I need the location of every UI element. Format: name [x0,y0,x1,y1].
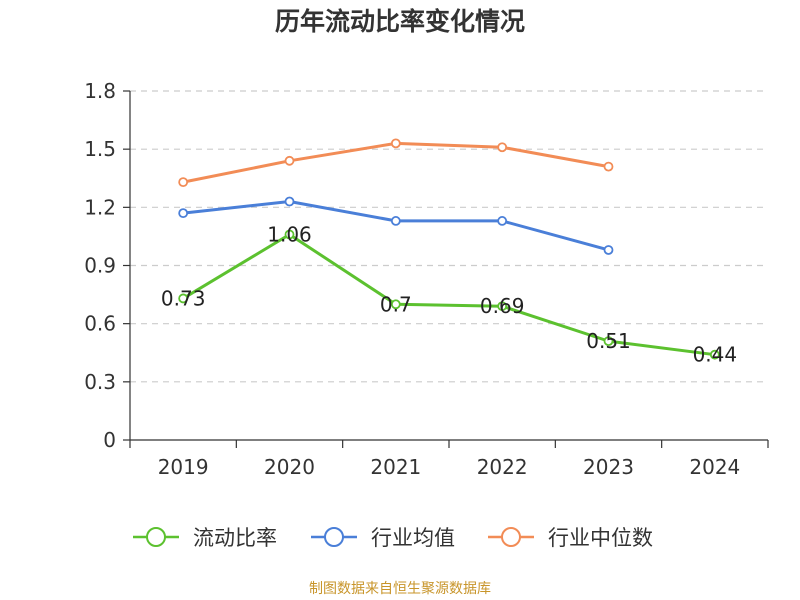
data-point [603,245,614,255]
y-tick-label: 0 [103,428,116,452]
y-tick-label: 0.6 [84,312,116,336]
legend-item[interactable]: 行业均值 [311,526,455,550]
data-point [178,293,189,304]
data-point [390,299,401,310]
data-point [178,208,189,219]
data-point [709,349,720,360]
series-lines [178,138,720,360]
legend-marker [324,527,344,547]
data-label: 0.7 [380,292,412,316]
y-tick-label: 1.8 [84,79,116,103]
legend-label: 行业均值 [371,526,455,550]
data-label: 0.44 [693,343,738,367]
data-label: 0.51 [586,329,631,353]
data-point [284,155,295,166]
x-tick-label: 2020 [264,455,315,479]
x-tick-label: 2022 [477,455,528,479]
chart-title: 历年流动比率变化情况 [274,7,525,36]
y-tick-label: 1.5 [84,137,116,161]
data-point [603,161,614,172]
data-label: 0.69 [480,294,525,318]
data-point [497,301,508,312]
data-label: 0.73 [161,286,206,310]
y-tick-label: 0.9 [84,254,116,278]
axes: 0 0.3 0.6 0.9 1.2 1.5 1.8 2019 2020 2021 2022 2023 2… [84,79,769,479]
legend-marker [501,527,521,547]
legend-item[interactable]: 流动比率 [133,526,277,550]
x-tick-label: 2023 [583,455,634,479]
source-note: 制图数据来自恒生聚源数据库 [309,581,491,597]
x-tick-label: 2024 [689,455,740,479]
data-label: 1.06 [267,222,312,246]
data-point [497,142,508,153]
data-point [603,336,614,347]
legend-item[interactable]: 行业中位数 [488,526,653,550]
data-point [284,196,295,207]
data-point [390,216,401,226]
data-labels: 0.73 1.06 0.7 0.69 0.51 0.44 [161,222,737,366]
legend-marker [146,527,166,547]
legend[interactable]: 流动比率 行业均值 行业中位数 [133,526,653,550]
y-tick-label: 1.2 [84,195,116,219]
x-tick-label: 2019 [158,455,209,479]
data-point [497,216,508,226]
grid-lines [130,90,768,383]
data-point [284,229,295,240]
series-line [182,232,716,357]
data-point [178,177,189,188]
x-tick-label: 2021 [370,455,421,479]
legend-label: 行业中位数 [548,526,653,550]
y-tick-label: 0.3 [84,370,116,394]
data-point [390,138,401,149]
legend-label: 流动比率 [193,526,277,550]
